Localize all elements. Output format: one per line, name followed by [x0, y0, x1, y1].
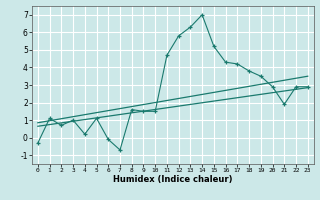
X-axis label: Humidex (Indice chaleur): Humidex (Indice chaleur) [113, 175, 233, 184]
